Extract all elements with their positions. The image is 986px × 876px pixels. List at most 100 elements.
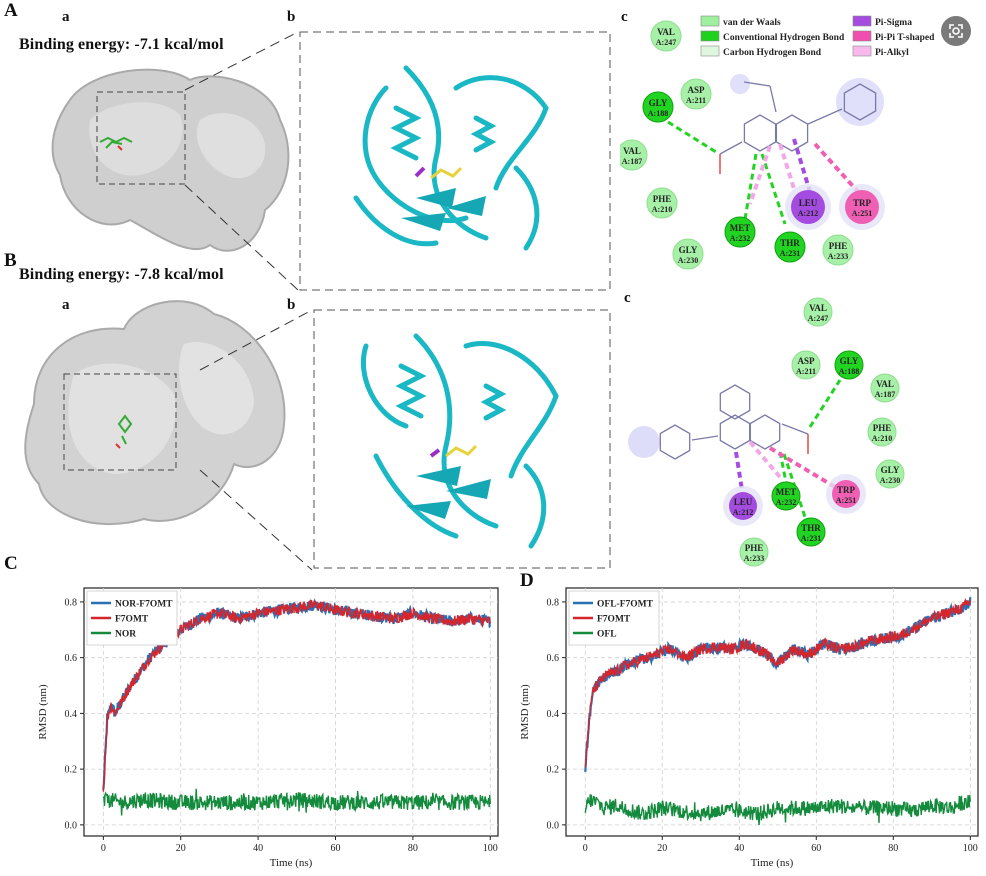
panel-letter-a: A — [4, 0, 18, 21]
residue-number: A:210 — [872, 434, 892, 443]
legend-label: Pi-Alkyl — [875, 48, 909, 58]
residue-name: VAL — [876, 379, 894, 389]
residue-number: A:188 — [648, 109, 668, 118]
legend-label: Carbon Hydrogen Bond — [723, 48, 822, 58]
interaction-diagram-a: VALA:247ASPA:211GLYA:188VALA:187PHEA:210… — [620, 20, 885, 270]
residue-name: VAL — [623, 146, 641, 156]
residue-name: PHE — [745, 543, 764, 553]
residue-name: TRP — [837, 485, 856, 495]
x-tick-label: 60 — [811, 843, 821, 854]
residue-number: A:212 — [798, 209, 818, 218]
x-tick-label: 0 — [101, 843, 106, 854]
residue-name: GLY — [649, 98, 668, 108]
x-tick-label: 40 — [734, 843, 744, 854]
protein-surface-image-a — [51, 68, 290, 252]
legend-item: Pi-Sigma — [852, 15, 912, 28]
chart-legend: OFL-F7OMT F7OMT OFL — [568, 590, 660, 646]
residue-name: ASP — [797, 356, 815, 366]
interaction-line — [667, 120, 717, 154]
series-line — [102, 788, 491, 816]
residue-circle — [771, 481, 801, 511]
residue-circle — [774, 231, 806, 263]
x-axis-label: Time (ns) — [270, 857, 313, 869]
x-tick-label: 40 — [253, 843, 263, 854]
y-tick-label: 0.4 — [547, 709, 560, 720]
legend-swatch — [852, 45, 872, 57]
interaction-line — [748, 440, 782, 479]
legend-label: Conventional Hydrogen Bond — [723, 33, 845, 43]
panel-letter-d: D — [520, 570, 534, 591]
residue-circle — [822, 234, 854, 266]
residue-number: A:251 — [836, 496, 856, 505]
x-tick-label: 100 — [963, 843, 978, 854]
residue-name: GLY — [840, 356, 859, 366]
residue-name: LEU — [799, 198, 818, 208]
residue-circle — [724, 216, 756, 248]
y-tick-label: 0.8 — [65, 597, 78, 608]
binding-energy-a: Binding energy: -7.1 kcal/mol — [19, 36, 224, 53]
interaction-line — [734, 451, 744, 491]
rmsd-chart-d: 0 20 40 60 80 100 0.0 0.2 0.4 0.6 0.8 Time (ns) RMSD… — [519, 587, 979, 869]
panel-a-sub-b: b — [287, 9, 296, 25]
x-tick-label: 20 — [176, 843, 186, 854]
series-line — [584, 597, 971, 768]
panel-b-sub-c: c — [624, 290, 631, 306]
legend-item: Conventional Hydrogen Bond — [700, 30, 845, 43]
x-axis-label: Time (ns) — [751, 857, 794, 869]
residue-circle — [791, 190, 825, 224]
residue-name: THR — [780, 238, 800, 248]
interaction-line — [760, 153, 787, 225]
residue-circle — [803, 297, 833, 327]
piperazine-ring — [843, 83, 877, 121]
legend-label: OFL — [597, 630, 617, 640]
legend-item: van der Waals — [700, 15, 781, 28]
residue-name: VAL — [809, 303, 827, 313]
panel-b-sub-a: a — [62, 297, 70, 313]
residue-name: THR — [801, 523, 821, 533]
residue-circle — [870, 373, 900, 403]
y-tick-label: 0.2 — [65, 765, 78, 776]
residue-number: A:187 — [622, 157, 642, 166]
series-line — [584, 794, 971, 826]
residue-number: A:210 — [652, 205, 672, 214]
y-tick-label: 0.8 — [547, 597, 560, 608]
expand-image-button[interactable] — [941, 16, 971, 46]
ligand-halo — [836, 78, 884, 126]
residue-circle — [739, 537, 769, 567]
ligand-bond — [691, 435, 719, 441]
residue-number: A:188 — [839, 367, 859, 376]
legend-label: NOR — [115, 630, 136, 640]
ligand-ring — [775, 114, 809, 152]
legend-swatch — [700, 30, 720, 42]
x-tick-label: 0 — [583, 843, 588, 854]
panel-letter-c: C — [4, 553, 18, 574]
residue-number: A:231 — [801, 534, 821, 543]
legend-item: Pi-Alkyl — [852, 45, 909, 58]
ligand-bond — [807, 108, 843, 125]
legend-swatch — [852, 15, 872, 27]
residue-name: MET — [776, 487, 797, 497]
ligand-bond — [743, 81, 771, 87]
y-tick-label: 0.2 — [547, 765, 560, 776]
legend-label: Pi-Pi T-shaped — [875, 33, 935, 43]
interaction-line — [813, 142, 862, 196]
ligand-bond — [719, 141, 743, 155]
residue-circle — [680, 78, 712, 110]
x-tick-label: 80 — [888, 843, 898, 854]
x-tick-label: 80 — [408, 843, 418, 854]
residue-name: MET — [730, 223, 751, 233]
legend-label: F7OMT — [597, 615, 631, 625]
residue-name: PHE — [829, 241, 848, 251]
legend-item: Carbon Hydrogen Bond — [700, 45, 822, 58]
protein-ribbon-image-b — [313, 309, 611, 569]
rmsd-chart-c: 0 20 40 60 80 100 0.0 0.2 0.4 0.6 0.8 Time (ns) RMSD… — [37, 587, 499, 869]
